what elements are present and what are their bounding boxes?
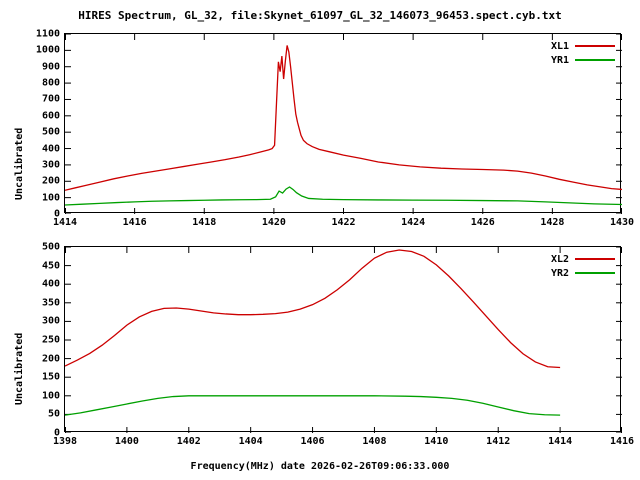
y-tick-label: 1000	[35, 44, 60, 56]
y-tick-label: 600	[41, 110, 60, 122]
top-plot-frame	[64, 33, 621, 213]
y-tick-label: 250	[41, 334, 60, 346]
legend-swatch-xl1	[575, 45, 615, 47]
y-tick-label: 300	[41, 315, 60, 327]
bottom-panel: Uncalibrated 0 50 100 150 200 250 300 350 400 450…	[0, 240, 640, 455]
y-tick-label: 200	[41, 353, 60, 365]
y-tick-label: 100	[41, 390, 60, 402]
legend-swatch-yr2	[575, 272, 615, 274]
series-YR2-line	[65, 395, 561, 416]
x-tick-label: 1408	[362, 436, 387, 447]
x-tick-label: 1416	[609, 436, 635, 447]
y-tick-label: 1100	[35, 28, 60, 40]
legend-item-yr2: YR2	[510, 266, 615, 280]
series-YR1-line	[65, 186, 622, 206]
bottom-plot-canvas	[65, 247, 622, 433]
y-tick-label: 450	[41, 260, 60, 272]
y-tick-label: 150	[41, 371, 60, 383]
y-tick-label: 800	[41, 77, 60, 89]
y-tick-label: 400	[41, 143, 60, 155]
legend-swatch-yr1	[575, 59, 615, 61]
page-title: HIRES Spectrum, GL_32, file:Skynet_61097…	[78, 9, 562, 22]
legend-label-yr2: YR2	[550, 267, 569, 279]
x-tick-label: 1416	[122, 217, 147, 228]
legend-label-xl2: XL2	[550, 253, 569, 265]
bottom-legend: XL2 YR2	[510, 252, 615, 280]
y-tick-label: 500	[41, 126, 60, 138]
legend-item-xl2: XL2	[510, 252, 615, 266]
y-tick-label: 0	[53, 427, 60, 439]
series-XL2-line	[65, 249, 561, 369]
y-tick-label: 500	[41, 241, 60, 253]
x-tick-label: 1422	[331, 217, 356, 228]
x-tick-label: 1414	[52, 217, 78, 228]
x-tick-label: 1402	[176, 436, 201, 447]
legend-label-yr1: YR1	[550, 54, 569, 66]
y-tick-label: 0	[53, 208, 60, 220]
y-tick-label: 350	[41, 297, 60, 309]
x-tick-label: 1400	[114, 436, 139, 447]
x-tick-label: 1414	[548, 436, 573, 447]
top-legend: XL1 YR1	[510, 39, 615, 67]
x-tick-label: 1424	[401, 217, 426, 228]
bottom-ticks-group	[65, 247, 622, 433]
y-tick-label: 300	[41, 159, 60, 171]
x-tick-label: 1412	[486, 436, 511, 447]
y-tick-label: 50	[47, 408, 60, 420]
y-tick-label: 400	[41, 278, 60, 290]
y-tick-label: 200	[41, 175, 60, 187]
x-tick-label: 1406	[300, 436, 325, 447]
bottom-x-tick-labels: 1398 1400 1402 1404 1406 1408 1410 1412 1414 1416	[0, 436, 640, 452]
top-y-tick-labels: 0 100 200 300 400 500 600 700 800 900 1000 1100	[0, 25, 60, 235]
bottom-plot-frame	[64, 246, 621, 432]
y-tick-label: 100	[41, 192, 60, 204]
series-XL1-line	[65, 45, 622, 191]
x-tick-label: 1420	[261, 217, 286, 228]
legend-swatch-xl2	[575, 258, 615, 260]
top-x-tick-labels: 1414 1416 1418 1420 1422 1424 1426 1428 1430	[0, 217, 640, 233]
x-tick-label: 1430	[609, 217, 635, 228]
top-panel: Uncalibrated 0 100 200 300 400 500 600 700 800 90…	[0, 25, 640, 235]
x-tick-label: 1418	[192, 217, 217, 228]
x-tick-label: 1428	[540, 217, 565, 228]
x-axis-caption: Frequency(MHz) date 2026-02-26T09:06:33.…	[190, 461, 450, 472]
x-tick-label: 1398	[52, 436, 78, 447]
top-ticks-group	[65, 34, 622, 214]
bottom-y-tick-labels: 0 50 100 150 200 250 300 350 400 450 500	[0, 240, 60, 440]
x-tick-label: 1410	[424, 436, 449, 447]
legend-item-yr1: YR1	[510, 53, 615, 67]
legend-label-xl1: XL1	[550, 40, 569, 52]
y-tick-label: 900	[41, 61, 60, 73]
top-plot-canvas	[65, 34, 622, 214]
x-tick-label: 1426	[470, 217, 495, 228]
x-tick-label: 1404	[238, 436, 263, 447]
legend-item-xl1: XL1	[510, 39, 615, 53]
y-tick-label: 700	[41, 93, 60, 105]
